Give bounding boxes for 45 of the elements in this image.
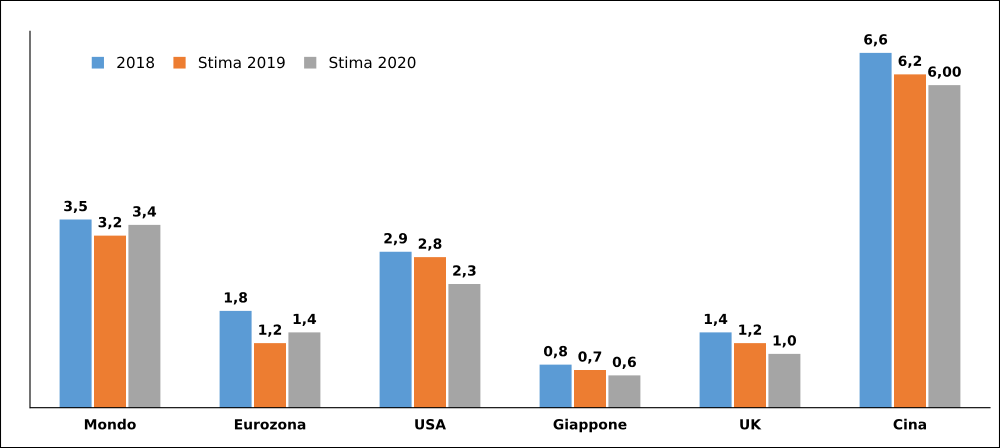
data-label: 6,2 xyxy=(898,56,922,68)
bar xyxy=(608,375,640,408)
bar xyxy=(128,224,160,408)
data-label: 2,9 xyxy=(384,233,408,246)
legend-label: Stima 2020 xyxy=(330,56,416,68)
bar xyxy=(574,370,606,408)
bar xyxy=(380,252,412,408)
data-label: 0,7 xyxy=(578,351,602,364)
x-tick-label: Giappone xyxy=(554,418,626,432)
x-tick-label: UK xyxy=(740,419,762,430)
bar xyxy=(414,257,446,408)
bar xyxy=(60,220,92,408)
bar xyxy=(860,52,892,408)
data-label: 1,0 xyxy=(774,335,796,348)
data-label: 3,2 xyxy=(98,216,122,230)
legend-label: Stima 2019 xyxy=(198,56,285,68)
data-label: 1,4 xyxy=(704,314,728,326)
data-label: 1,4 xyxy=(294,314,316,326)
data-label: 2,3 xyxy=(453,265,476,278)
bar xyxy=(894,74,926,408)
x-tick-label: Cina xyxy=(894,418,926,430)
data-label: 2,8 xyxy=(418,238,442,251)
x-tick-label: Eurozona xyxy=(234,419,306,430)
bar xyxy=(768,354,800,408)
data-label: 1,2 xyxy=(739,324,762,337)
bar xyxy=(288,332,320,408)
data-label: 6,00 xyxy=(928,66,961,79)
data-label: 3,4 xyxy=(133,206,156,218)
bar xyxy=(734,343,766,408)
bar xyxy=(220,310,252,408)
data-label: 1,8 xyxy=(224,292,248,304)
data-label: 3,5 xyxy=(64,200,87,214)
x-tick-label: USA xyxy=(415,419,446,430)
data-label: 0,8 xyxy=(544,346,568,358)
bar xyxy=(540,364,572,408)
data-label: 6,6 xyxy=(864,34,888,46)
bar xyxy=(700,332,732,408)
x-tick-label: Mondo xyxy=(84,418,136,430)
data-label: 0,6 xyxy=(612,356,636,369)
data-label: 1,2 xyxy=(259,324,282,337)
bar xyxy=(928,85,960,408)
bar xyxy=(94,236,126,408)
bar xyxy=(448,284,480,408)
bar xyxy=(254,343,286,408)
legend-label: 2018 xyxy=(117,56,154,68)
